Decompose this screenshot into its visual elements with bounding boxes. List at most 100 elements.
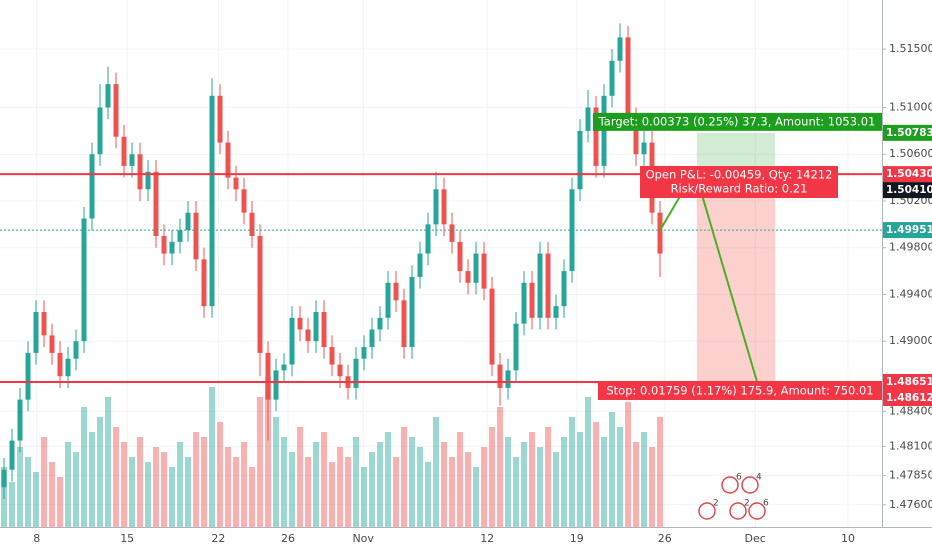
event-count: 6 [736, 473, 742, 483]
event-icon [721, 476, 739, 494]
stop-label-box [598, 381, 882, 400]
volume-bar [457, 432, 463, 527]
event-icon [698, 502, 716, 520]
candle-body [65, 358, 71, 377]
volume-bar [137, 437, 143, 527]
candle-body [425, 224, 431, 254]
volume-bar [577, 432, 583, 527]
candle-body [41, 311, 47, 336]
candle-body [273, 370, 279, 400]
candle-body [265, 352, 271, 400]
volume-bar [409, 437, 415, 527]
volume-bar [633, 442, 639, 527]
y-tick-label: 1.51500 [889, 42, 932, 55]
x-tick-label: Nov [352, 532, 374, 545]
grid [0, 0, 882, 527]
volume-bar [305, 457, 311, 527]
candle-body [537, 253, 543, 318]
candle-body [193, 212, 199, 260]
candle-body [625, 37, 631, 120]
volume-bar [297, 427, 303, 527]
candle-body [321, 311, 327, 348]
candle-body [441, 189, 447, 225]
volume-bar [521, 442, 527, 527]
candle-body [617, 37, 623, 61]
volume-bar [417, 447, 423, 527]
candle-body [385, 282, 391, 318]
price-label: 1.50410 [886, 184, 932, 196]
volume-bar [537, 447, 543, 527]
candle-body [105, 84, 111, 108]
volume-bar [361, 467, 367, 527]
volume-bar [401, 427, 407, 527]
volume-bar [49, 462, 55, 527]
candle-body [457, 241, 463, 272]
price-label: 1.50430 [886, 168, 932, 180]
price-label: 1.50783 [886, 127, 932, 139]
candle-body [593, 107, 599, 166]
volume-bar [249, 467, 255, 527]
candle-body [449, 224, 455, 242]
candle-body [289, 317, 295, 365]
volume-bar [113, 427, 119, 527]
overlays: Target: 0.00373 (0.25%) 37.3, Amount: 10… [0, 112, 882, 520]
candle-body [89, 154, 95, 219]
stop-label: Stop: 0.01759 (1.17%) 175.9, Amount: 750… [606, 383, 873, 397]
volume-bar [57, 477, 63, 527]
candle-body [313, 311, 319, 342]
volume-bar [33, 472, 39, 527]
volume-bar [545, 427, 551, 527]
candle-body [601, 95, 607, 166]
candle-body [529, 282, 535, 318]
volume-bar [241, 442, 247, 527]
volume-bar [369, 452, 375, 527]
candle-body [17, 399, 23, 441]
volume-bar [561, 437, 567, 527]
volume-bar [441, 442, 447, 527]
volume-bar [529, 432, 535, 527]
y-tick-label: 1.48400 [889, 404, 932, 417]
candle-body [433, 189, 439, 225]
event-icon [748, 502, 766, 520]
candle-body [129, 154, 135, 166]
volume-bar [353, 437, 359, 527]
volume-bar [193, 432, 199, 527]
volume-bar [657, 417, 663, 527]
candle-body [369, 329, 375, 348]
candle-body [201, 259, 207, 307]
candle-body [505, 370, 511, 388]
volume-bar [465, 452, 471, 527]
volume-bar [497, 407, 503, 527]
x-tick-label: 19 [570, 532, 584, 545]
volume-bar [393, 457, 399, 527]
x-tick-label: 22 [211, 532, 225, 545]
volume-bar [641, 432, 647, 527]
volume-bar [177, 442, 183, 527]
price-label-box [883, 389, 932, 406]
x-tick-label: Dec [745, 532, 766, 545]
volume-bar [617, 427, 623, 527]
candle-body [249, 212, 255, 237]
volume-bar [257, 397, 263, 527]
candle-body [1, 469, 7, 488]
candle-body [185, 212, 191, 231]
candle-body [25, 352, 31, 400]
candle-body [9, 440, 15, 470]
candle-body [329, 347, 335, 365]
volume-bar [345, 457, 351, 527]
volume-bar [73, 452, 79, 527]
event-count: 2 [713, 499, 719, 509]
candle-body [417, 253, 423, 277]
x-tick-label: 8 [33, 532, 40, 545]
volume-bar [225, 447, 231, 527]
candle-body [153, 171, 159, 237]
y-tick-label: 1.47850 [889, 469, 932, 482]
volume-bar [601, 437, 607, 527]
x-tick-label: 26 [658, 532, 672, 545]
event-count: 2 [744, 499, 750, 509]
volume-bar [17, 447, 23, 527]
candle-body [633, 119, 639, 155]
candle-body [473, 253, 479, 283]
volume-bar [145, 462, 151, 527]
